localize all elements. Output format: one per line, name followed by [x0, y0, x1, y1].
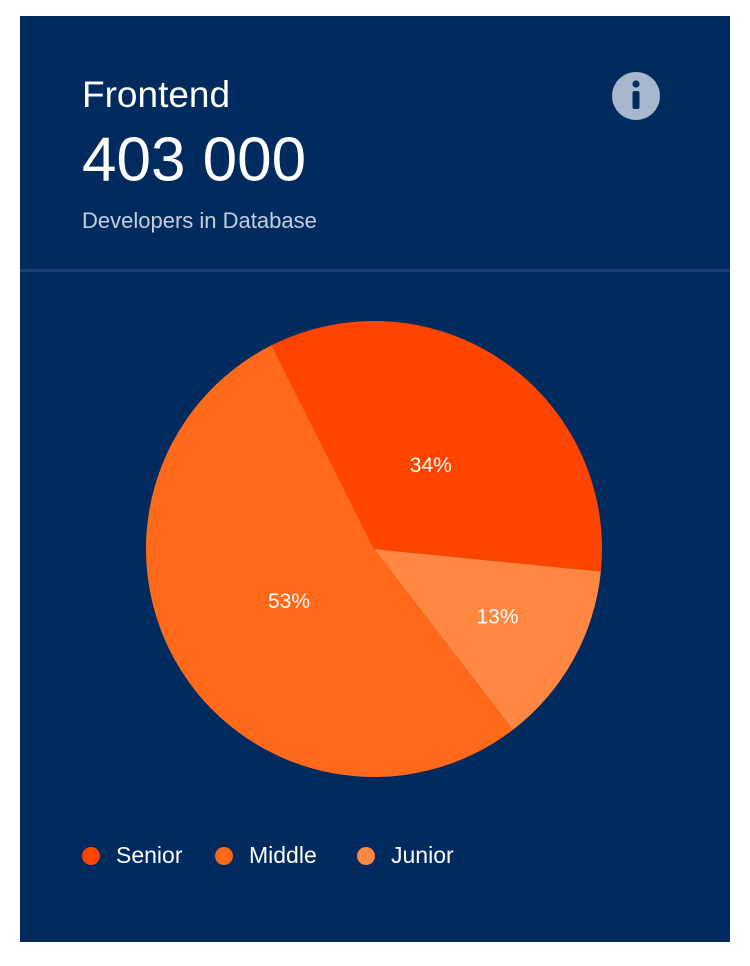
slice-label: 53%	[268, 590, 310, 613]
pie-slice	[271, 321, 602, 572]
legend-swatch	[82, 847, 100, 865]
legend-label: Senior	[116, 842, 183, 868]
info-stem	[632, 91, 640, 109]
slice-label: 13%	[477, 605, 519, 628]
slice-label: 34%	[410, 454, 452, 477]
pie-slice	[374, 549, 601, 730]
legend-label: Junior	[391, 842, 454, 868]
info-dot	[632, 80, 640, 88]
legend-swatch	[357, 847, 375, 865]
legend: Senior Middle Junior	[82, 842, 454, 868]
info-button[interactable]	[612, 72, 660, 120]
pie-slice	[146, 345, 513, 777]
legend-swatch	[215, 847, 233, 865]
developer-count: 403 000	[82, 125, 306, 194]
card-subtitle: Developers in Database	[82, 208, 317, 233]
card-title: Frontend	[82, 74, 230, 115]
pie-chart: 34% 13% 53%	[146, 321, 602, 777]
legend-label: Middle	[249, 842, 317, 868]
